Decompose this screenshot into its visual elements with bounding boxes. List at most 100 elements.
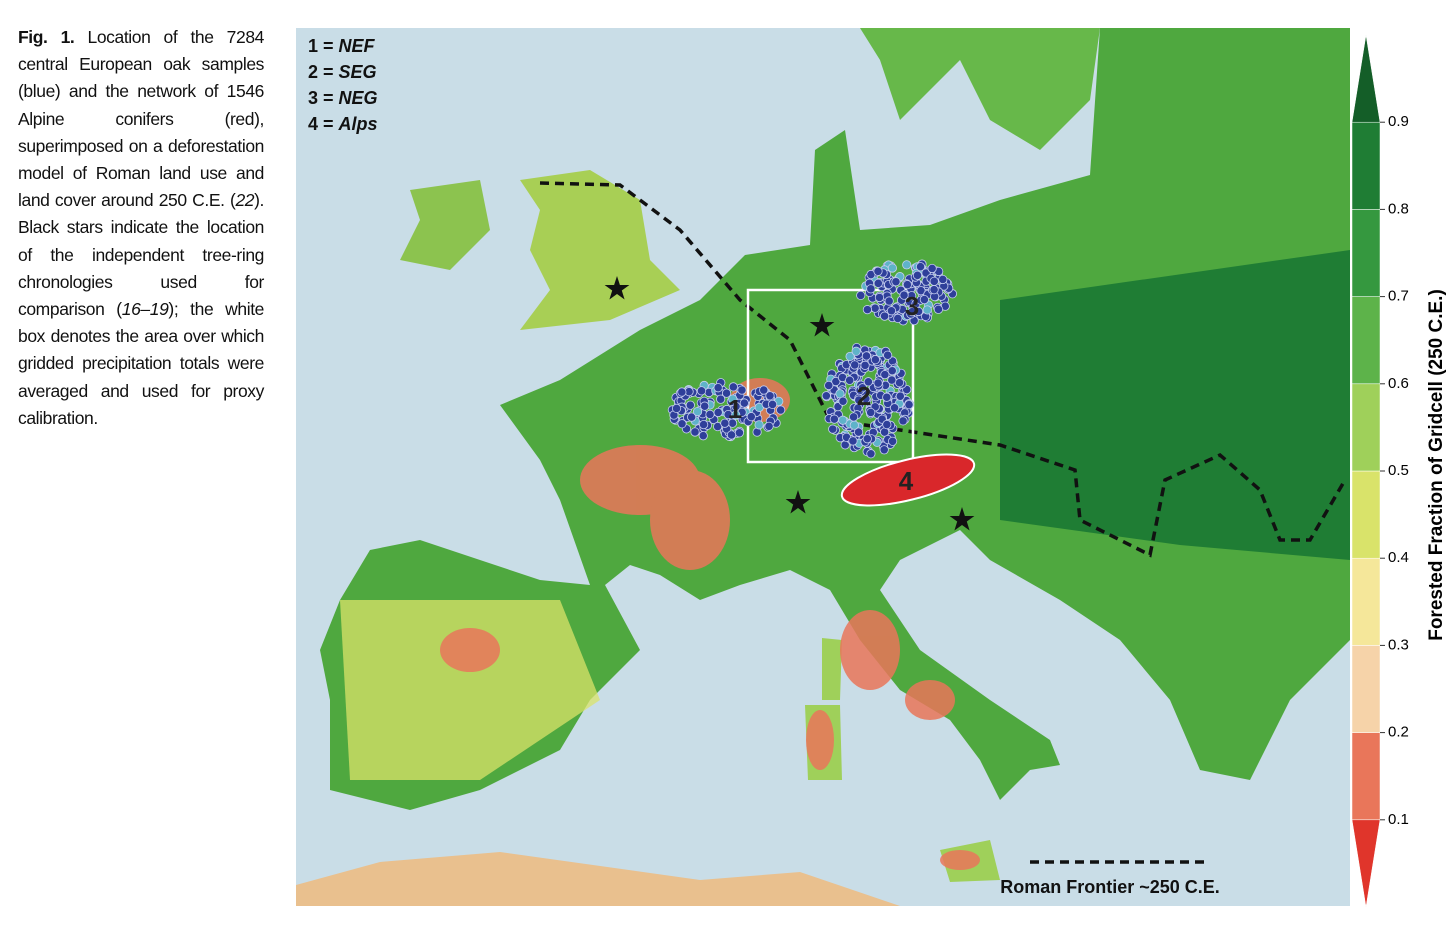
colorbar-tick-label: 0.8 — [1388, 200, 1409, 217]
sample-dot — [915, 262, 926, 272]
deforested-areas — [440, 378, 980, 870]
caption-text: 22 — [235, 190, 255, 211]
sample-dot — [687, 412, 697, 422]
sample-dot — [895, 391, 905, 401]
sample-dot — [887, 263, 898, 273]
sample-dot — [765, 391, 775, 401]
sample-dot — [904, 400, 914, 410]
sample-dot — [862, 305, 872, 315]
caption-text: ); the white box denotes the area over w… — [18, 299, 264, 428]
colorbar-bin — [1351, 121, 1381, 210]
land — [830, 28, 1100, 150]
sample-dot — [870, 303, 880, 313]
colorbar-bin — [1351, 296, 1381, 385]
sample-dot — [886, 306, 897, 316]
legend-name: SEG — [339, 62, 377, 82]
sample-dot — [887, 375, 897, 385]
land — [400, 180, 490, 270]
sample-dot — [879, 445, 889, 455]
sample-dot — [728, 382, 738, 392]
sample-dot — [866, 284, 876, 294]
land — [296, 852, 900, 906]
colorbar-bin — [1351, 209, 1381, 297]
sample-dot — [907, 307, 917, 317]
legend-name: Alps — [338, 114, 378, 134]
sample-dot — [767, 399, 778, 410]
sample-dot — [874, 292, 885, 303]
sample-dot — [746, 412, 756, 422]
alpine-conifers — [840, 453, 976, 507]
legend-key: 3 = — [308, 88, 334, 108]
sample-dot — [821, 391, 831, 401]
sample-dot — [884, 296, 894, 306]
sample-dot — [848, 436, 858, 446]
sample-dot — [883, 350, 893, 360]
sample-dot — [829, 414, 839, 424]
sample-dot — [889, 403, 900, 413]
sample-dot — [713, 383, 723, 393]
sample-dot — [893, 313, 903, 323]
sample-dot — [873, 266, 883, 276]
colorbar-bin — [1351, 819, 1381, 908]
legend-key: 4 = — [308, 114, 334, 134]
legend-entry: 1 = NEF — [308, 36, 376, 56]
sample-dot — [849, 412, 859, 422]
sample-dot — [861, 351, 872, 361]
sample-dot — [882, 419, 892, 430]
figure-caption: Fig. 1. Location of the 7284 central Eur… — [18, 24, 264, 432]
sample-dot — [870, 355, 881, 365]
sample-dot — [902, 260, 912, 270]
colorbar-bin — [1351, 34, 1381, 123]
sample-dot — [894, 378, 905, 388]
sample-dot — [929, 285, 939, 295]
sample-dot — [922, 305, 932, 315]
colorbar-bin — [1351, 645, 1381, 733]
sample-dot — [692, 406, 703, 417]
sample-dot — [902, 280, 912, 290]
region-label: 1 — [728, 394, 742, 424]
sample-dot — [866, 449, 876, 459]
colorbar-label: Forested Fraction of Gridcell (250 C.E.) — [1426, 289, 1447, 641]
colorbar: 0.1 0.2 0.3 0.4 0.5 0.6 0.7 0.8 0.9 — [1351, 34, 1409, 908]
star — [604, 276, 630, 300]
sample-dot — [853, 427, 864, 437]
sample-dot — [933, 304, 944, 314]
sample-dot — [880, 370, 890, 380]
sample-dot — [898, 416, 908, 426]
sample-dot — [726, 430, 737, 440]
sample-dot — [734, 428, 745, 438]
region-label: 3 — [905, 291, 919, 321]
caption-text: Location of the 7284 central European oa… — [18, 27, 264, 211]
sample-dot — [716, 394, 726, 404]
legend-key: 2 = — [308, 62, 334, 82]
sample-dot — [866, 407, 876, 418]
sample-dot — [851, 346, 861, 356]
region-label: 4 — [899, 466, 914, 496]
star — [949, 507, 975, 531]
land — [805, 638, 1000, 882]
region-labels: 1 2 3 4 — [728, 291, 919, 496]
colorbar-tick-label: 0.7 — [1388, 288, 1409, 305]
colorbar-tick-label: 0.3 — [1388, 636, 1409, 653]
sample-dot — [671, 403, 682, 414]
sample-dot — [887, 366, 897, 376]
sample-dot — [862, 434, 872, 444]
sample-dot — [838, 415, 848, 425]
sample-dot — [828, 424, 838, 434]
legend-entry: 3 = NEG — [308, 88, 378, 108]
legend-name: NEF — [339, 36, 376, 56]
calibration-box — [746, 288, 915, 464]
land — [520, 170, 680, 330]
sample-dot — [824, 380, 834, 391]
caption-body: Location of the 7284 central European oa… — [18, 27, 264, 428]
colorbar-tick-label: 0.9 — [1388, 113, 1409, 130]
sample-dot — [919, 294, 929, 305]
sample-dot — [731, 410, 741, 420]
sample-dot — [882, 392, 892, 402]
sample-dot — [700, 401, 710, 411]
sample-dot — [891, 277, 901, 287]
sample-dot — [764, 421, 774, 431]
